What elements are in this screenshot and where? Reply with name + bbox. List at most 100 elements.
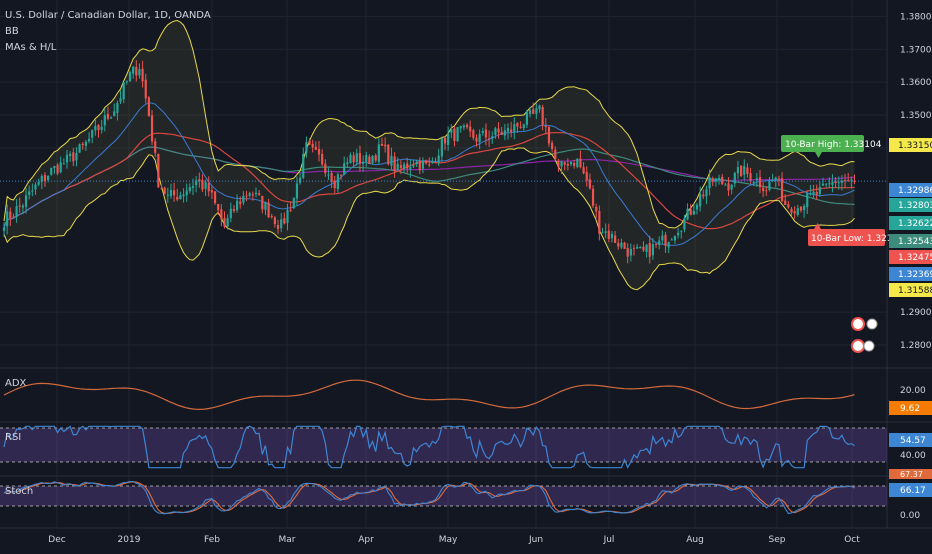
candle-body <box>535 108 538 114</box>
candle-body <box>708 177 711 189</box>
candle-body <box>204 182 207 189</box>
candle-body <box>648 243 651 257</box>
event-icon[interactable] <box>863 340 875 352</box>
candle-body <box>339 174 343 176</box>
stoch-d-tag <box>889 469 932 479</box>
candle-body <box>484 129 488 138</box>
candle-body <box>368 156 371 165</box>
time-axis-label: May <box>439 535 458 545</box>
candle-body <box>421 160 425 169</box>
candle-body <box>374 155 377 161</box>
candle-body <box>692 210 695 215</box>
candle-body <box>629 248 632 256</box>
candle-body <box>582 167 585 174</box>
candle-body <box>853 180 856 182</box>
adx-label: ADX <box>5 378 27 389</box>
candle-body <box>563 162 566 165</box>
price-tag-value: 1.32803 <box>898 201 932 211</box>
candle-body <box>790 208 793 213</box>
rsi-band-fill <box>0 428 887 462</box>
candle-body <box>251 194 254 196</box>
candle-body <box>516 122 519 127</box>
candle-body <box>765 190 768 192</box>
candle-body <box>56 164 59 174</box>
candle-body <box>314 146 317 150</box>
candle-body <box>358 152 362 164</box>
candle-body <box>667 241 670 248</box>
candle-body <box>714 178 717 182</box>
candle-body <box>106 113 110 119</box>
candle-body <box>132 66 135 74</box>
candle-body <box>179 195 182 200</box>
candle-body <box>239 201 242 205</box>
price-tag-box <box>889 198 932 212</box>
rsi-line <box>3 425 855 469</box>
candle-body <box>651 244 654 256</box>
candle-body <box>43 174 47 182</box>
rsi-value-tag <box>889 433 932 447</box>
candle-body <box>182 194 185 197</box>
candle-body <box>15 206 18 218</box>
candle-body <box>299 177 302 183</box>
candle-body <box>273 217 276 224</box>
stoch-label: Stoch <box>5 486 33 497</box>
price-tag-box <box>889 183 932 197</box>
candle-body <box>236 200 239 211</box>
candle-body <box>220 209 223 220</box>
time-axis-label: Dec <box>48 535 65 545</box>
candle-body <box>399 165 402 168</box>
candle-body <box>242 195 245 203</box>
candle-body <box>771 179 774 181</box>
candle-body <box>9 211 12 219</box>
price-tag-value: 1.32622 <box>898 219 932 229</box>
candle-body <box>626 247 629 257</box>
candle-body <box>683 218 686 230</box>
time-axis-label: Oct <box>844 535 860 545</box>
candle-body <box>232 209 236 211</box>
candle-body <box>579 158 582 168</box>
adx-tick-label: 20.00 <box>900 386 926 396</box>
candle-body <box>94 126 97 131</box>
candle-body <box>554 149 557 160</box>
candle-body <box>207 183 210 192</box>
candle-body <box>443 137 447 144</box>
time-axis-label: Sep <box>769 535 786 545</box>
candle-body <box>346 162 349 164</box>
candle-body <box>560 160 563 167</box>
event-icon[interactable] <box>851 317 865 331</box>
candle-body <box>154 141 157 153</box>
candle-body <box>658 240 661 246</box>
event-icon[interactable] <box>851 339 865 353</box>
candle-body <box>598 211 601 234</box>
price-tag-box <box>889 283 932 297</box>
candle-body <box>573 162 576 166</box>
candle-body <box>673 235 677 241</box>
candle-body <box>327 174 330 176</box>
time-axis-label: 2019 <box>118 535 141 545</box>
price-tag-box <box>889 138 932 152</box>
candle-body <box>349 154 352 164</box>
candle-body <box>406 163 409 169</box>
event-icon[interactable] <box>866 318 878 330</box>
candle-body <box>330 173 333 183</box>
candle-body <box>780 178 784 202</box>
price-tag-box <box>889 216 932 230</box>
candle-body <box>280 219 283 229</box>
candle-body <box>412 165 415 167</box>
indicator-label-bb: BB <box>5 26 19 37</box>
candle-body <box>702 194 705 197</box>
candle-body <box>639 246 642 249</box>
candle-body <box>34 184 37 190</box>
candle-body <box>566 163 569 166</box>
candle-body <box>333 180 336 189</box>
candle-body <box>396 163 399 171</box>
candle-body <box>116 102 119 113</box>
candle-body <box>75 152 78 161</box>
price-tick-label: 1.29000 <box>900 308 932 318</box>
candle-body <box>425 160 428 164</box>
candle-body <box>469 126 472 132</box>
time-axis-label: Jun <box>528 535 543 545</box>
candle-body <box>295 183 299 199</box>
